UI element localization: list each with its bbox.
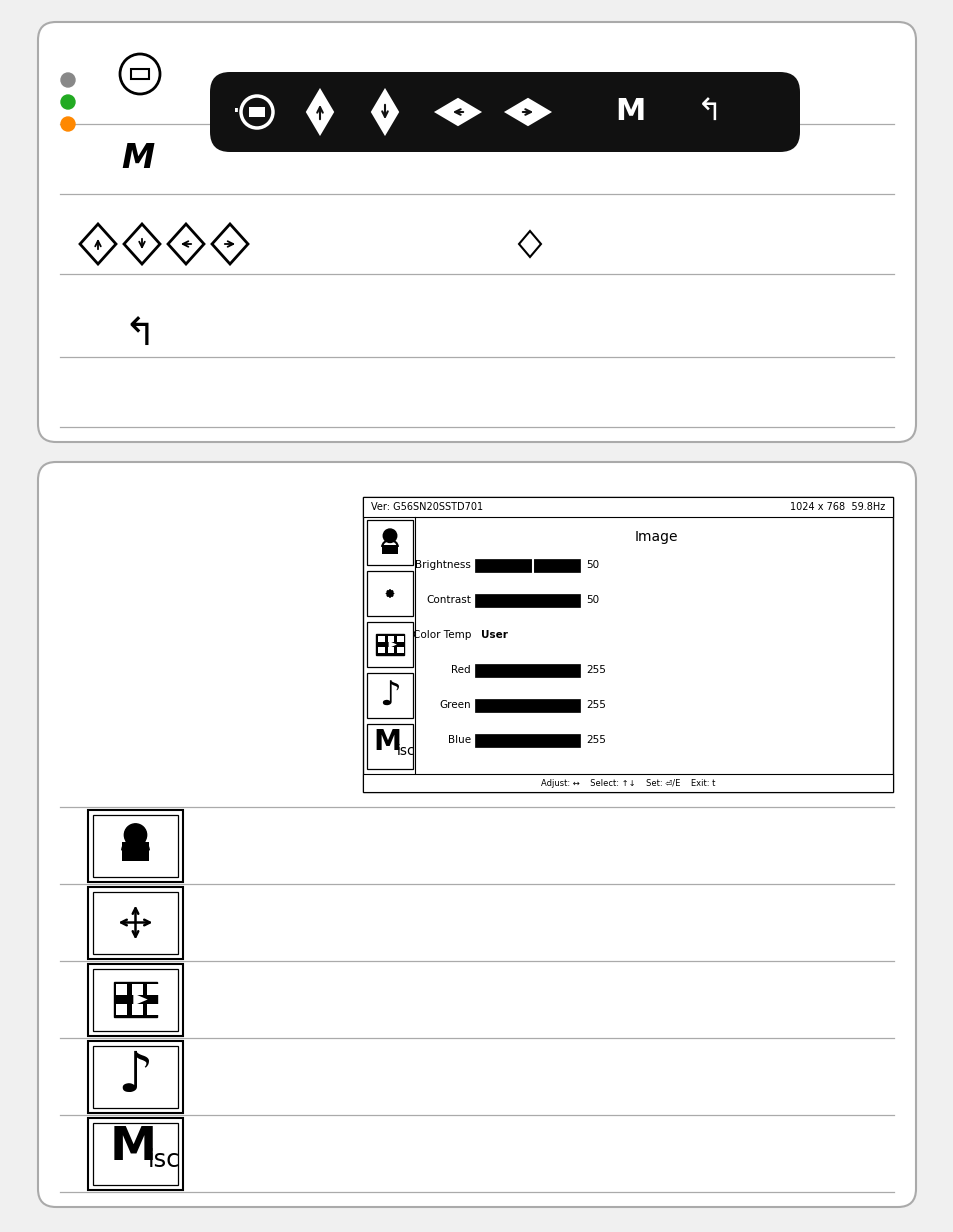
Text: ·: ·: [232, 99, 240, 126]
Bar: [363, 774, 892, 792]
Text: ♪: ♪: [378, 679, 400, 712]
Circle shape: [124, 824, 147, 846]
Bar: [396, 647, 403, 653]
Bar: [92, 968, 178, 1030]
Text: ♪: ♪: [117, 1050, 153, 1104]
Text: isc: isc: [396, 744, 415, 758]
Bar: [475, 559, 579, 572]
Bar: [113, 982, 157, 1016]
Bar: [147, 1004, 158, 1014]
Text: Red: Red: [451, 665, 471, 675]
Bar: [387, 647, 394, 653]
Text: M: M: [374, 728, 401, 756]
Bar: [132, 1004, 143, 1014]
Bar: [88, 1041, 183, 1112]
Text: ↰: ↰: [124, 315, 156, 354]
Text: 50: 50: [585, 595, 598, 605]
Bar: [132, 984, 143, 994]
Polygon shape: [505, 99, 550, 124]
Circle shape: [61, 117, 75, 131]
Circle shape: [61, 73, 75, 87]
Text: 255: 255: [585, 665, 605, 675]
Text: User: User: [480, 630, 507, 639]
Text: Blue: Blue: [447, 736, 471, 745]
Bar: [92, 1046, 178, 1108]
Bar: [88, 963, 183, 1036]
Bar: [115, 1004, 127, 1014]
Polygon shape: [372, 90, 397, 134]
Bar: [475, 664, 579, 678]
Text: Contrast: Contrast: [426, 595, 471, 605]
Bar: [88, 1117, 183, 1190]
Text: M: M: [121, 143, 154, 175]
FancyBboxPatch shape: [38, 22, 915, 442]
Bar: [122, 843, 149, 861]
Bar: [115, 984, 127, 994]
Text: Brightness: Brightness: [415, 561, 471, 570]
Bar: [475, 699, 579, 712]
Polygon shape: [133, 993, 148, 1005]
Bar: [475, 594, 579, 607]
Text: M: M: [110, 1125, 156, 1170]
Bar: [92, 814, 178, 876]
Circle shape: [61, 95, 75, 108]
Bar: [475, 734, 579, 747]
Bar: [377, 647, 385, 653]
Circle shape: [383, 529, 396, 542]
Bar: [92, 892, 178, 954]
Bar: [396, 637, 403, 642]
Bar: [363, 496, 892, 792]
Bar: [382, 545, 397, 553]
Text: 255: 255: [585, 700, 605, 710]
Text: 255: 255: [585, 736, 605, 745]
Text: 1024 x 768  59.8Hz: 1024 x 768 59.8Hz: [789, 501, 884, 513]
Bar: [367, 622, 413, 667]
Bar: [131, 69, 149, 79]
Bar: [147, 984, 158, 994]
Text: Green: Green: [439, 700, 471, 710]
Text: Adjust: ↔    Select: ↑↓    Set: ⏎/E    Exit: t: Adjust: ↔ Select: ↑↓ Set: ⏎/E Exit: t: [540, 779, 715, 787]
Text: 50: 50: [585, 561, 598, 570]
Polygon shape: [436, 99, 479, 124]
Bar: [367, 673, 413, 718]
Bar: [363, 496, 892, 517]
Bar: [375, 634, 403, 654]
FancyBboxPatch shape: [210, 71, 800, 152]
Bar: [88, 809, 183, 882]
Text: Image: Image: [634, 530, 677, 545]
Bar: [88, 887, 183, 958]
Text: Ver: G56SN20SSTD701: Ver: G56SN20SSTD701: [371, 501, 482, 513]
Polygon shape: [388, 641, 396, 648]
Bar: [367, 570, 413, 616]
Bar: [249, 107, 265, 117]
Bar: [367, 724, 413, 769]
Bar: [92, 1122, 178, 1184]
Bar: [367, 520, 413, 565]
Text: isc: isc: [148, 1148, 180, 1172]
Polygon shape: [307, 90, 333, 134]
Bar: [387, 637, 394, 642]
FancyBboxPatch shape: [38, 462, 915, 1207]
Bar: [377, 637, 385, 642]
Text: M: M: [614, 97, 644, 127]
Text: Color Temp: Color Temp: [413, 630, 471, 639]
Text: ↰: ↰: [697, 97, 722, 127]
